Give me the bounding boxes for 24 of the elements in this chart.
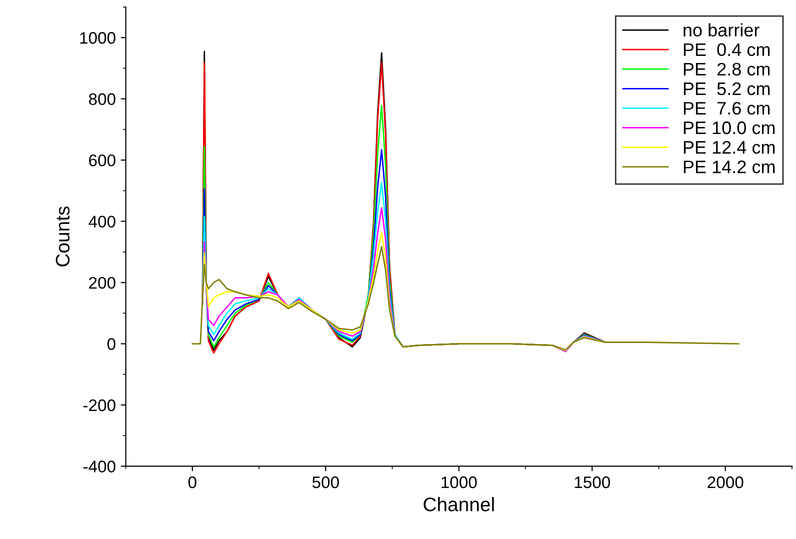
- y-tick-label: 400: [88, 216, 116, 228]
- legend-label: PE 2.8 cm: [684, 62, 770, 76]
- x-tick-label: 1500: [574, 476, 610, 488]
- x-tick-label: 2000: [708, 476, 744, 488]
- line-series: [192, 246, 740, 351]
- y-tick-label: 200: [89, 276, 116, 289]
- x-tick-label: 0: [188, 476, 196, 488]
- y-tick-label: 800: [88, 93, 116, 106]
- y-tick-label: 600: [89, 154, 116, 166]
- x-axis-title: Channel: [424, 497, 494, 512]
- y-tick-label: 0: [107, 338, 116, 350]
- y-tick-label: -400: [83, 460, 116, 472]
- legend-label: PE 7.6 cm: [684, 102, 770, 115]
- legend-label: PE 10.0 cm: [684, 121, 775, 134]
- legend-label: PE 14.2 cm: [684, 160, 775, 174]
- x-tick-label: 500: [312, 476, 339, 488]
- legend-label: PE 0.4 cm: [684, 43, 770, 56]
- y-tick-label: -200: [83, 399, 116, 412]
- y-axis-title: Counts: [56, 206, 70, 266]
- legend-label: PE 12.4 cm: [684, 140, 775, 154]
- legend-label: PE 5.2 cm: [684, 82, 770, 96]
- x-tick-label: 1000: [442, 476, 477, 488]
- legend-label: no barrier: [684, 23, 760, 37]
- y-tick-label: 1000: [80, 32, 116, 44]
